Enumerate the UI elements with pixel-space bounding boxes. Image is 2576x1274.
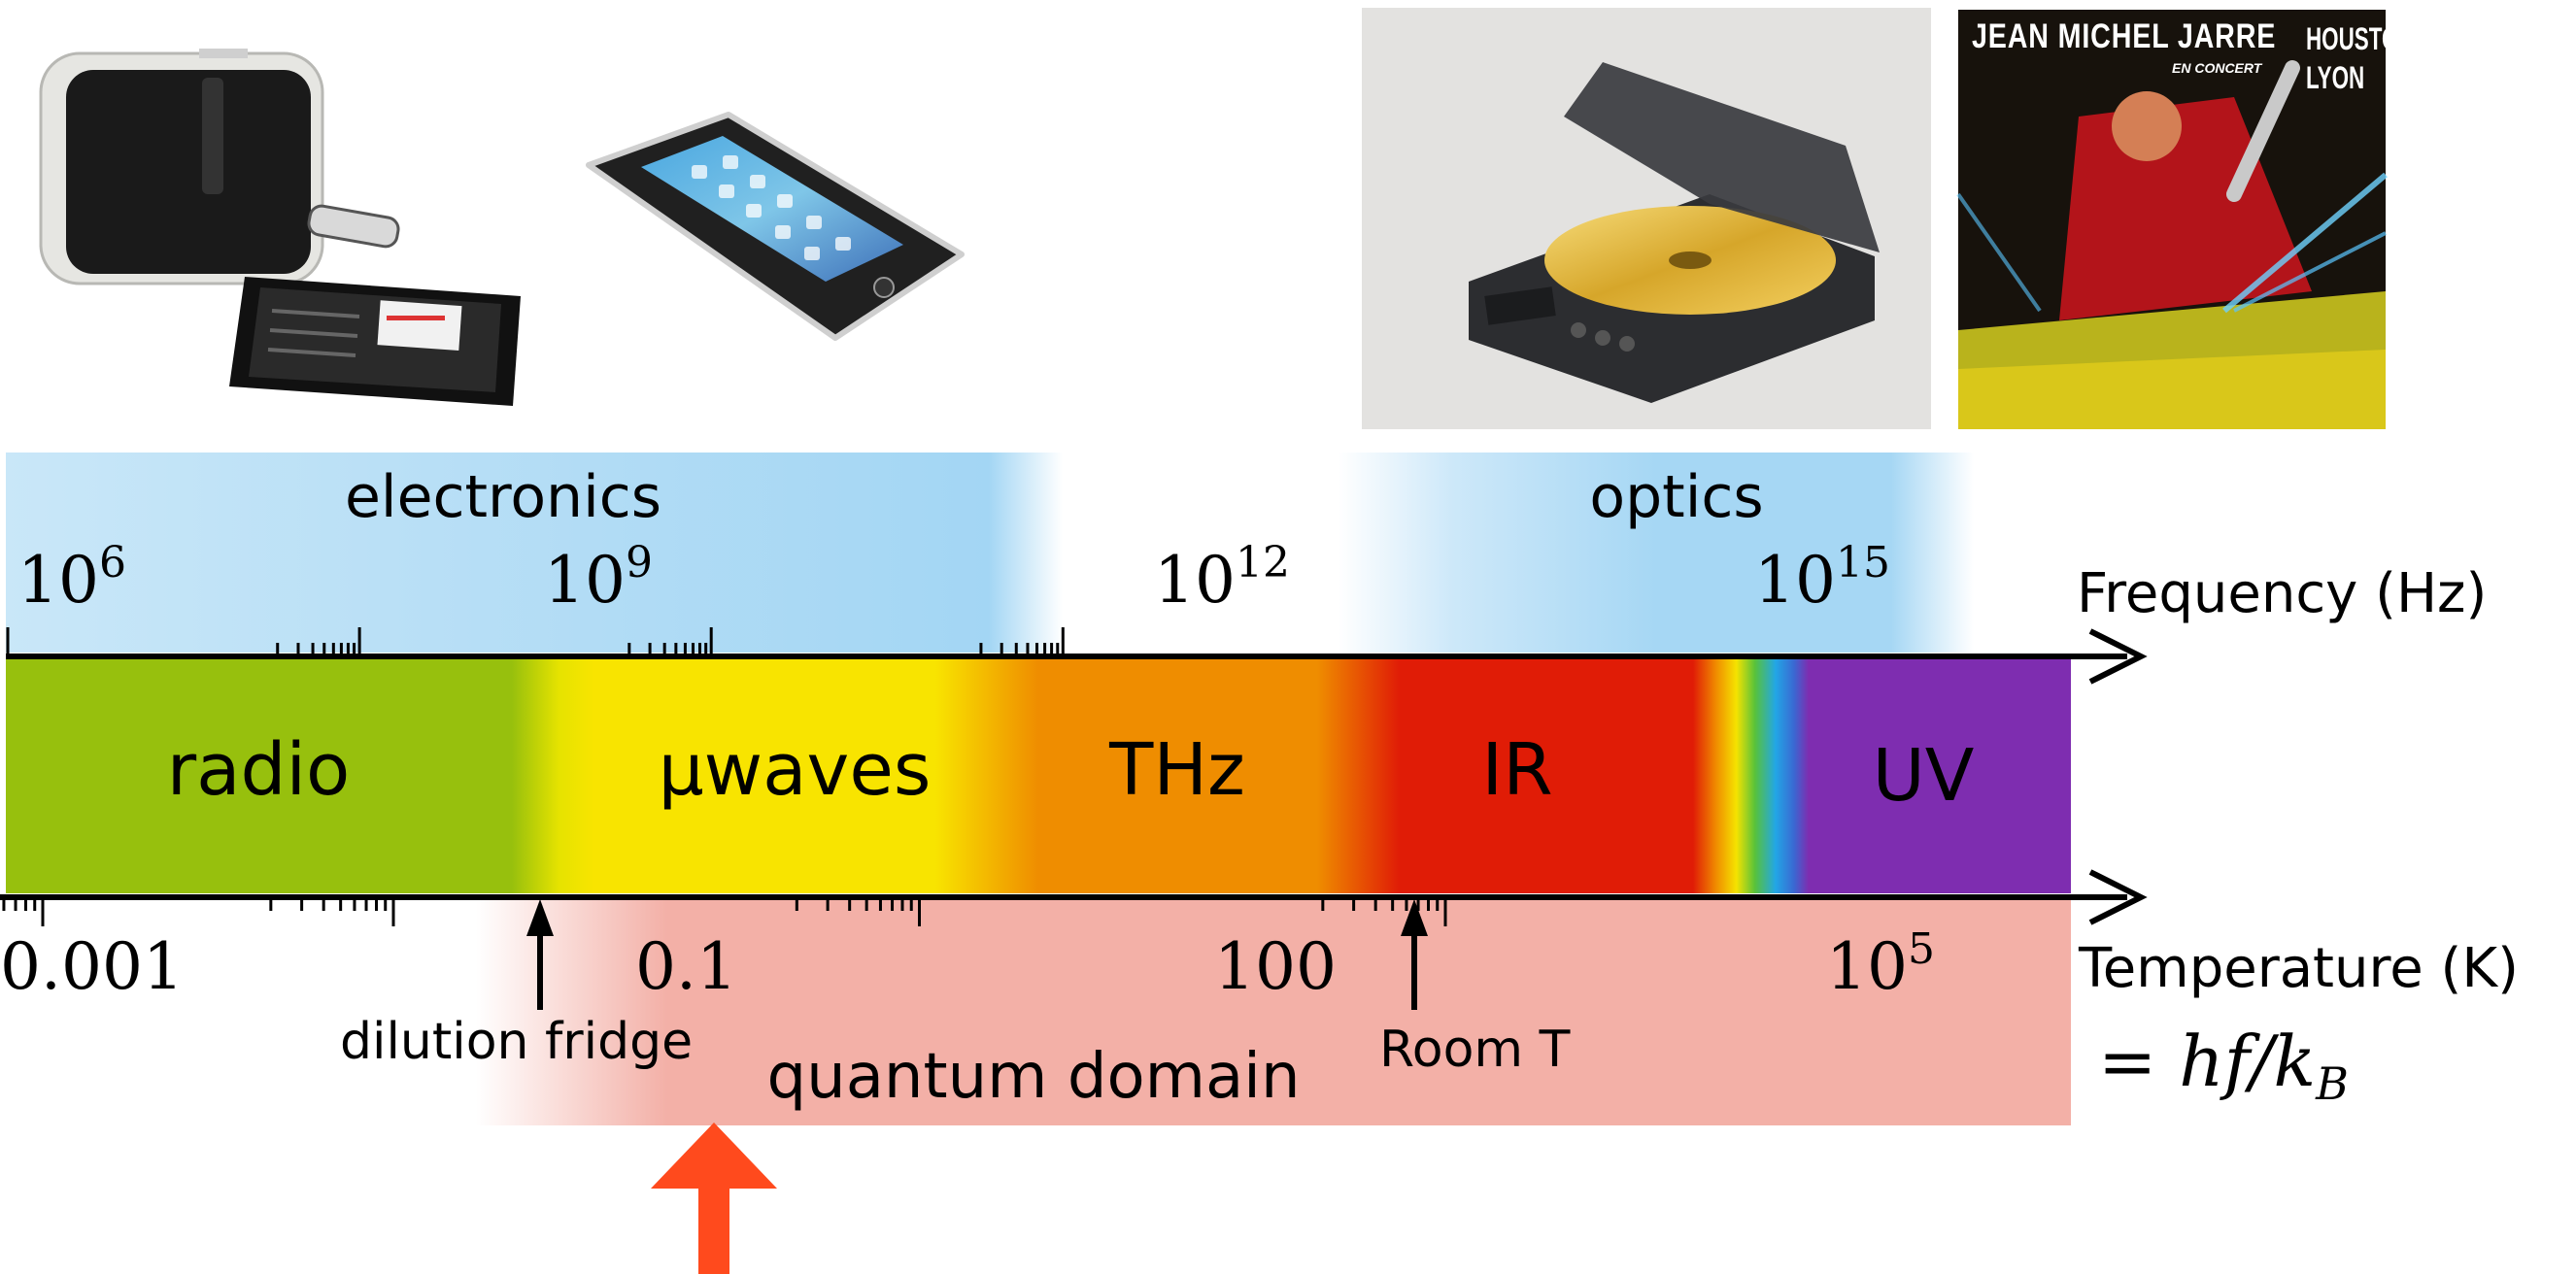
quantum-domain [476, 898, 2071, 1125]
optics-label: optics [1589, 463, 1763, 531]
spectrum-band [6, 656, 2071, 893]
frequency-tick-label: 109 [544, 538, 653, 618]
room-temperature-label: Room T [1379, 1021, 1571, 1079]
album-subtitle: EN CONCERT [2172, 60, 2262, 76]
band-label-ir: IR [1481, 728, 1552, 812]
band-label-uv: UV [1873, 734, 1975, 818]
temperature-tick-label: 0.001 [0, 929, 184, 1004]
smartphone-photo [586, 112, 965, 341]
quantum-domain-label: quantum domain [767, 1041, 1301, 1113]
album-cover-photo [1956, 10, 2388, 429]
band-label-thz: THz [1108, 728, 1245, 812]
electronics-domain [6, 453, 1063, 653]
album-artist: JEAN MICHEL JARRE [1972, 17, 2277, 55]
frequency-tick-label: 1012 [1154, 538, 1290, 618]
frequency-tick-label: 106 [17, 538, 126, 618]
highlight-arrow [651, 1123, 777, 1274]
temperature-tick-label: 105 [1826, 924, 1935, 1004]
speaker-system-photo [39, 49, 521, 406]
electronics-label: electronics [345, 463, 661, 531]
frequency-axis-ticks [6, 627, 1065, 656]
band-label-radio: radio [167, 728, 351, 812]
temperature-axis-label: Temperature (K) [2078, 937, 2519, 1000]
album-cover-text: JEAN MICHEL JARRE EN CONCERT HOUSTON LYO… [1958, 10, 2386, 429]
temperature-tick-label: 100 [1214, 929, 1337, 1004]
album-city: HOUSTON [2306, 21, 2386, 56]
temperature-relation: = hf/kB [2098, 1021, 2349, 1110]
frequency-tick-label: 1015 [1754, 538, 1890, 618]
dilution-fridge-arrow [526, 899, 554, 1010]
band-label-microwaves: μwaves [659, 728, 932, 812]
room-temperature-arrow [1401, 899, 1428, 1010]
dilution-fridge-label: dilution fridge [340, 1013, 693, 1071]
temperature-axis-ticks [2, 897, 1447, 926]
album-city: LYON [2306, 60, 2365, 95]
album-cities: HOUSTON LYON [2306, 19, 2386, 97]
optics-domain [1339, 453, 1974, 653]
frequency-axis-label: Frequency (Hz) [2077, 562, 2487, 625]
temperature-tick-label: 0.1 [635, 929, 737, 1004]
cd-player-photo [1362, 8, 1931, 429]
